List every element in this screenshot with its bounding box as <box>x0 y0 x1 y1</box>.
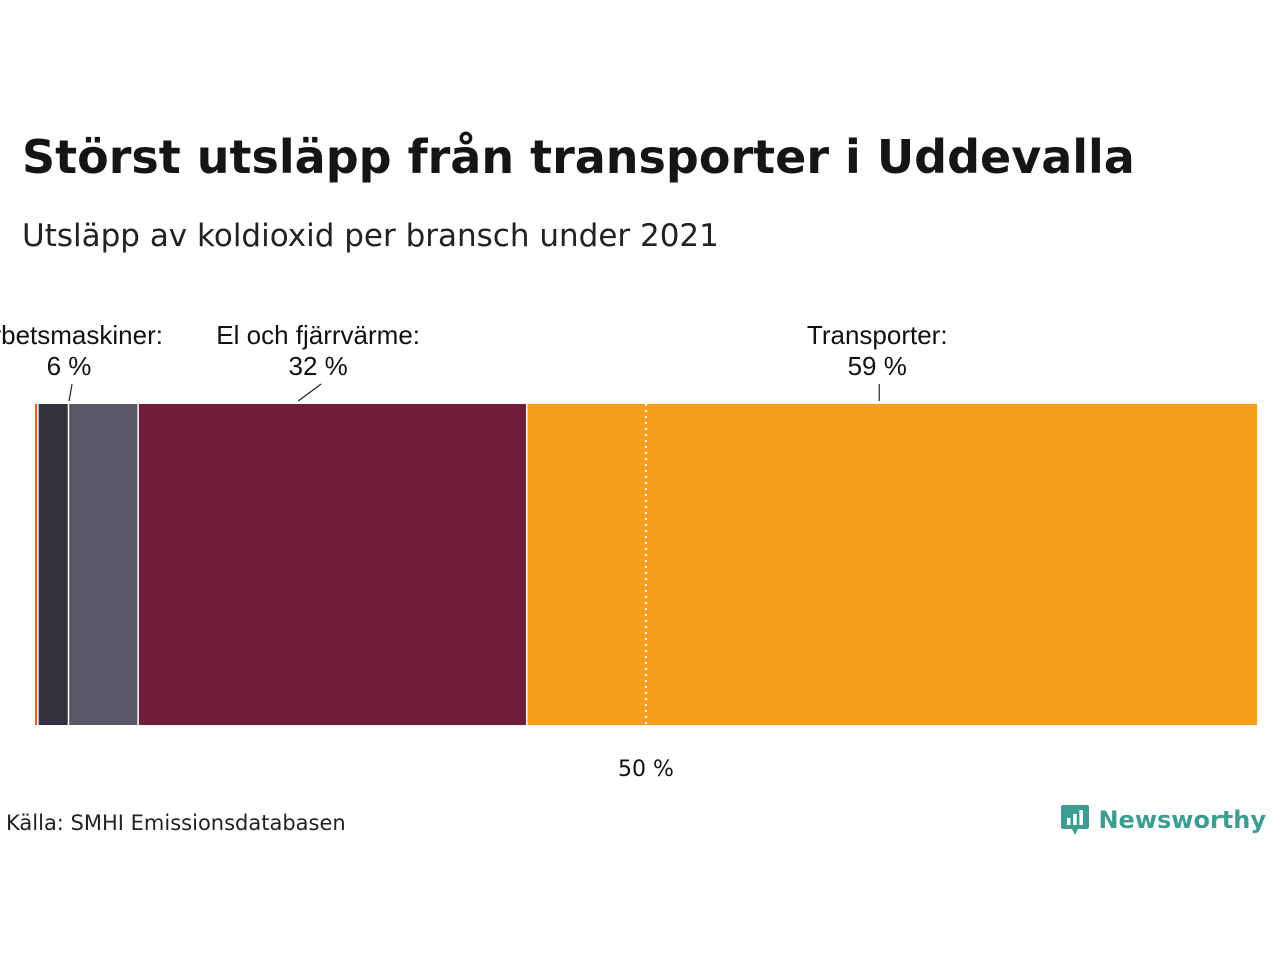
segment-label-value-2: 6 % <box>47 351 92 381</box>
segment-label-name-2: Arbetsmaskiner: <box>0 320 163 350</box>
source-note: Källa: SMHI Emissionsdatabasen <box>6 811 346 835</box>
segment-leader-2 <box>68 383 73 402</box>
segment-label-name-4: Transporter: <box>807 320 948 350</box>
reference-line-label: 50 % <box>618 757 674 782</box>
stacked-bar-chart: Arbetsmaskiner:6 % El och fjärrvärme:32 %… <box>0 320 1257 782</box>
bar-segment-4 <box>527 404 1257 725</box>
bar-segment-2 <box>69 404 139 725</box>
bar-segment-0 <box>35 404 39 725</box>
chart-subtitle: Utsläpp av koldioxid per bransch under 2… <box>22 218 719 254</box>
segment-leader-3 <box>297 383 322 402</box>
newsworthy-logo: Newsworthy <box>1060 803 1266 837</box>
segment-label-value-3: 32 % <box>289 351 348 381</box>
chart-title: Störst utsläpp från transporter i Uddeva… <box>22 130 1135 184</box>
logo-text: Newsworthy <box>1098 806 1266 834</box>
bar-segment-1 <box>38 404 70 725</box>
segment-label-value-4: 59 % <box>848 351 907 381</box>
bar-segment-3 <box>138 404 528 725</box>
newsworthy-chart-icon <box>1061 805 1090 835</box>
segment-label-name-3: El och fjärrvärme: <box>216 320 420 350</box>
